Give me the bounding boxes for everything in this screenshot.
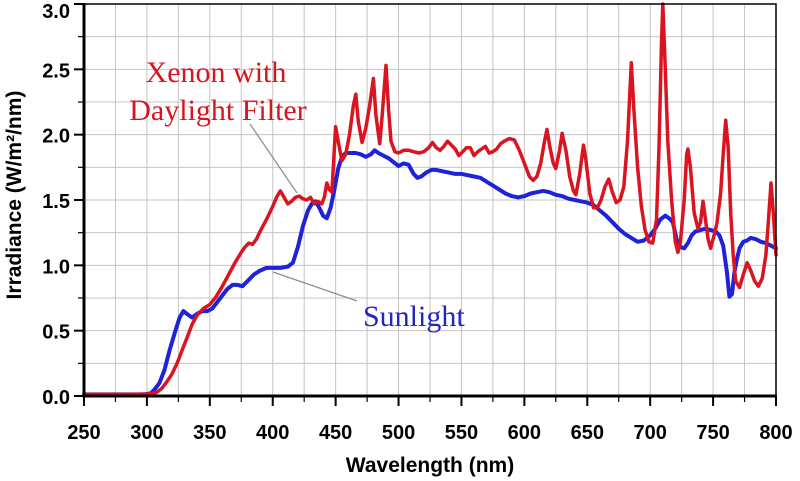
xenon-label-line2: Daylight Filter <box>129 94 306 127</box>
x-tick-label: 250 <box>67 422 100 444</box>
y-tick-label: 0.0 <box>42 387 70 409</box>
x-tick-label: 650 <box>571 422 604 444</box>
xenon-leader-line <box>249 123 298 194</box>
x-tick-label: 450 <box>319 422 352 444</box>
y-tick-label: 2.0 <box>42 126 70 148</box>
x-tick-label: 750 <box>696 422 729 444</box>
x-tick-label: 700 <box>633 422 666 444</box>
x-tick-label: 600 <box>508 422 541 444</box>
y-tick-label: 1.0 <box>42 256 70 278</box>
sunlight-leader-line <box>272 271 358 302</box>
x-tick-label: 800 <box>759 422 792 444</box>
sunlight-label: Sunlight <box>363 300 465 333</box>
y-axis-title: Irradiance (W/m²/nm) <box>3 91 26 300</box>
x-tick-label: 500 <box>382 422 415 444</box>
xenon-filter-curve <box>82 2 778 397</box>
curves <box>82 2 778 397</box>
y-tick-label: 0.5 <box>42 322 70 344</box>
x-tick-label: 400 <box>256 422 289 444</box>
sunlight-curve <box>82 148 778 397</box>
axis-ticks: 250 300 350 400 450 500 550 600 650 700 750 800 0.0 0… <box>42 1 793 444</box>
x-axis-title: Wavelength (nm) <box>346 454 514 477</box>
y-tick-label: 3.0 <box>42 1 70 23</box>
x-tick-label: 350 <box>193 422 226 444</box>
x-tick-label: 300 <box>130 422 163 444</box>
x-tick-label: 550 <box>445 422 478 444</box>
y-tick-label: 2.5 <box>42 60 70 82</box>
y-tick-label: 1.5 <box>42 191 70 213</box>
xenon-label-line1: Xenon with <box>146 56 287 89</box>
